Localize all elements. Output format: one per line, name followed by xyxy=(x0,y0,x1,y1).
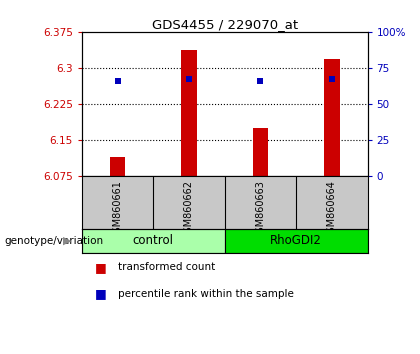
Bar xyxy=(82,229,225,253)
Bar xyxy=(110,158,126,176)
Bar xyxy=(181,50,197,176)
Text: control: control xyxy=(133,234,174,247)
Text: ▶: ▶ xyxy=(63,236,71,246)
Title: GDS4455 / 229070_at: GDS4455 / 229070_at xyxy=(152,18,298,31)
Text: GSM860662: GSM860662 xyxy=(184,180,194,239)
Text: GSM860664: GSM860664 xyxy=(327,180,337,239)
Text: ■: ■ xyxy=(94,287,106,300)
Text: genotype/variation: genotype/variation xyxy=(4,236,103,246)
Text: RhoGDI2: RhoGDI2 xyxy=(270,234,322,247)
Text: transformed count: transformed count xyxy=(118,262,215,272)
Bar xyxy=(252,128,268,176)
Text: GSM860663: GSM860663 xyxy=(255,180,265,239)
Text: percentile rank within the sample: percentile rank within the sample xyxy=(118,289,294,299)
Text: ■: ■ xyxy=(94,261,106,274)
Bar xyxy=(324,59,340,176)
Text: GSM860661: GSM860661 xyxy=(113,180,123,239)
Bar xyxy=(225,229,368,253)
